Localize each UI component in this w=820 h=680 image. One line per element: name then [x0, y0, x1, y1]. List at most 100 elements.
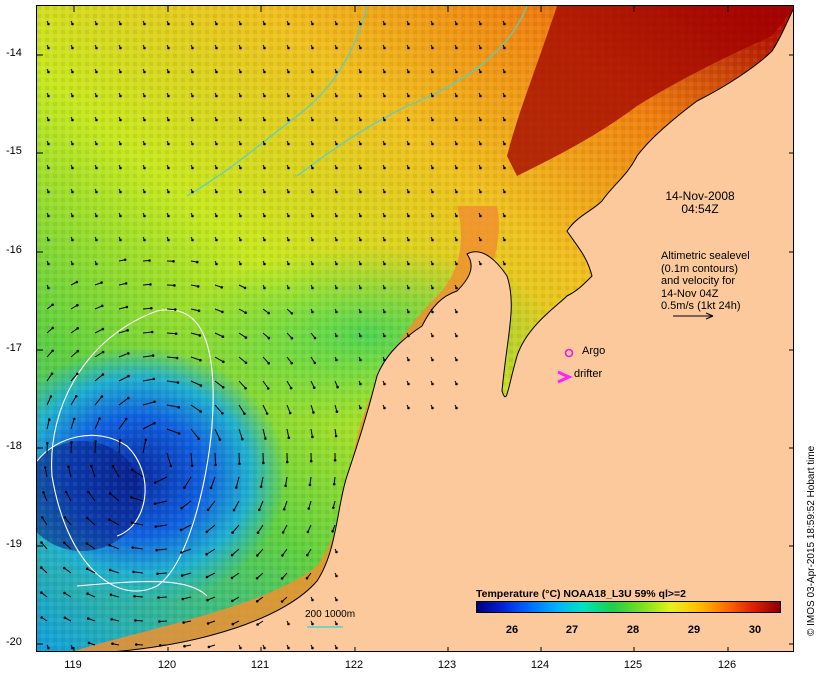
- velocity-arrow: [214, 380, 224, 388]
- velocity-arrow-head: [455, 262, 458, 266]
- velocity-arrow-head: [359, 286, 362, 290]
- velocity-arrow-head: [383, 142, 386, 146]
- velocity-arrow-head: [407, 238, 410, 242]
- sst-map-frame: [36, 5, 794, 652]
- velocity-arrow-head: [143, 190, 146, 194]
- velocity-arrow-head: [153, 421, 156, 425]
- velocity-arrow-head: [455, 214, 458, 218]
- velocity-arrow-head: [359, 70, 362, 74]
- velocity-arrow-head: [284, 484, 287, 488]
- velocity-arrow-head: [124, 282, 128, 285]
- velocity-arrow-head: [455, 310, 458, 314]
- velocity-arrow-head: [359, 238, 362, 242]
- velocity-arrow-head: [455, 22, 458, 26]
- y-axis-label: -17: [6, 342, 22, 354]
- altimetry-line: Altimetric sealevel: [661, 250, 750, 262]
- velocity-arrow-head: [455, 118, 458, 122]
- velocity-arrow-head: [287, 94, 290, 98]
- velocity-arrow-head: [215, 70, 218, 74]
- drifter-legend-label: drifter: [574, 368, 603, 380]
- velocity-arrow-head: [287, 22, 290, 26]
- velocity-arrow-head: [235, 486, 238, 489]
- velocity-arrow: [262, 404, 268, 414]
- velocity-arrow: [155, 524, 168, 528]
- sealevel-contour-2: [37, 434, 146, 537]
- velocity-arrow-head: [335, 46, 338, 50]
- velocity-arrow-head: [86, 592, 89, 595]
- velocity-arrow-head: [383, 166, 386, 170]
- velocity-arrow-head: [51, 326, 54, 330]
- velocity-arrow-head: [143, 142, 146, 146]
- velocity-arrow-head: [50, 372, 54, 376]
- velocity-arrow-head: [119, 118, 122, 122]
- velocity-arrow-head: [256, 623, 259, 626]
- velocity-arrow-head: [47, 46, 50, 50]
- velocity-arrow: [132, 547, 144, 550]
- altimetry-line: 14-Nov 04Z: [661, 287, 719, 300]
- velocity-arrow: [41, 542, 48, 550]
- velocity-arrow-head: [239, 70, 242, 74]
- velocity-arrow: [109, 493, 120, 502]
- velocity-arrow: [166, 332, 177, 335]
- velocity-arrow-head: [309, 459, 313, 463]
- velocity-arrow-head: [135, 643, 138, 646]
- velocity-arrow: [86, 568, 96, 574]
- velocity-arrow-head: [209, 486, 213, 490]
- velocity-arrow: [109, 519, 120, 526]
- velocity-arrow-head: [51, 303, 54, 307]
- velocity-arrow-head: [359, 22, 362, 26]
- velocity-arrow-head: [267, 336, 271, 340]
- velocity-arrow: [110, 569, 120, 574]
- velocity-arrow-head: [175, 356, 179, 360]
- velocity-arrow-head: [71, 94, 74, 98]
- velocity-arrow-head: [143, 46, 146, 50]
- velocity-arrow-head: [455, 286, 458, 290]
- sealevel-contour-1: [51, 309, 214, 592]
- velocity-arrow-head: [47, 286, 50, 290]
- velocity-arrow-head: [479, 262, 482, 266]
- velocity-arrow-head: [205, 530, 209, 534]
- velocity-arrow-head: [335, 70, 338, 74]
- velocity-arrow: [166, 356, 178, 359]
- velocity-arrow-head: [335, 166, 338, 170]
- velocity-arrow-head: [287, 142, 290, 146]
- velocity-arrow: [131, 469, 144, 478]
- velocity-arrow: [70, 350, 79, 358]
- velocity-arrow: [308, 500, 312, 509]
- velocity-arrow-head: [215, 94, 218, 98]
- velocity-arrow-head: [287, 286, 290, 290]
- velocity-arrow-head: [191, 166, 194, 170]
- velocity-arrow-head: [71, 238, 74, 242]
- velocity-arrow-head: [383, 406, 386, 410]
- velocity-arrow-head: [152, 377, 156, 381]
- velocity-arrow-head: [206, 598, 209, 602]
- velocity-arrow: [286, 428, 290, 438]
- velocity-arrow-head: [47, 142, 50, 146]
- velocity-arrow-head: [263, 190, 266, 194]
- velocity-arrow: [238, 332, 247, 339]
- velocity-arrow-head: [455, 46, 458, 50]
- velocity-arrow-head: [312, 411, 315, 414]
- colorbar-tick: 28: [626, 624, 640, 636]
- velocity-arrow-head: [215, 118, 218, 122]
- velocity-arrow-head: [262, 461, 265, 465]
- velocity-arrow-head: [40, 566, 43, 569]
- velocity-arrow: [262, 356, 270, 364]
- velocity-arrow-head: [281, 531, 285, 534]
- velocity-arrow-head: [479, 46, 482, 50]
- velocity-arrow-head: [259, 485, 263, 489]
- velocity-arrow-head: [119, 94, 122, 98]
- velocity-arrow-head: [313, 336, 317, 340]
- velocity-arrow: [214, 428, 221, 440]
- velocity-arrow-head: [95, 214, 98, 218]
- velocity-arrow-head: [335, 22, 338, 26]
- velocity-arrow-head: [87, 641, 91, 645]
- velocity-arrow: [214, 332, 224, 338]
- velocity-arrow-head: [335, 262, 338, 266]
- velocity-arrow: [181, 572, 192, 577]
- velocity-arrow-head: [177, 406, 181, 409]
- velocity-arrow-head: [40, 516, 44, 519]
- velocity-arrow-head: [169, 464, 173, 468]
- velocity-arrow-head: [119, 214, 122, 218]
- velocity-arrow: [238, 380, 246, 389]
